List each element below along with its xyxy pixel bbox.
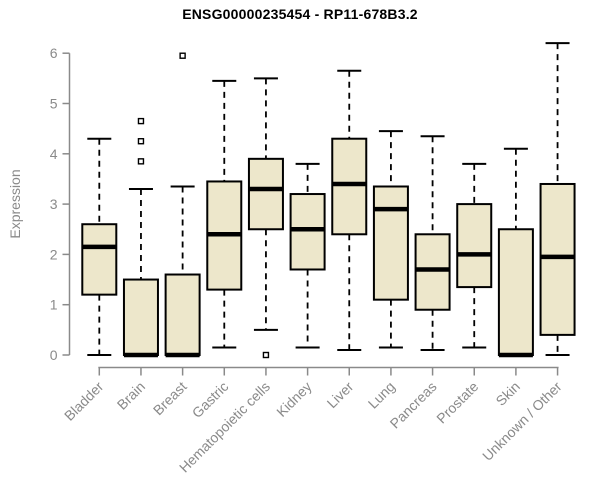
iqr-box (456, 203, 493, 289)
box-prostate (456, 162, 493, 349)
iqr-box (539, 182, 576, 336)
x-tick-label: Liver (324, 378, 357, 411)
outlier-point (137, 138, 145, 145)
iqr-box (331, 137, 368, 236)
y-axis: 0 1 2 3 4 5 6 (50, 45, 71, 363)
y-tick-label: 1 (50, 297, 58, 313)
x-tick-label: Prostate (433, 378, 481, 426)
outlier-point (137, 117, 145, 125)
iqr-box (247, 157, 284, 231)
box-brain (122, 117, 159, 358)
iqr-box (289, 193, 326, 271)
y-tick-label: 4 (50, 146, 58, 162)
x-tick-label: Bladder (61, 378, 107, 424)
box-unknown-other (539, 42, 576, 356)
box-hematopoietic-cells (247, 77, 284, 359)
y-tick-label: 0 (50, 347, 58, 363)
box-gastric (206, 79, 243, 349)
box-breast (164, 52, 201, 358)
iqr-box (414, 233, 451, 311)
box-pancreas (414, 135, 451, 351)
iqr-box (122, 278, 159, 356)
y-tick-label: 2 (50, 246, 58, 262)
x-tick-label: Skin (492, 378, 523, 409)
iqr-box (497, 228, 534, 356)
box-kidney (289, 162, 326, 349)
box-liver (331, 69, 368, 351)
box-skin (497, 147, 534, 358)
outlier-point (262, 351, 270, 359)
x-tick-label: Kidney (273, 378, 315, 420)
x-tick-label: Unknown / Other (479, 378, 565, 464)
iqr-box (81, 223, 118, 296)
y-tick-label: 3 (50, 196, 58, 212)
outlier-point (179, 52, 186, 59)
x-tick-label: Breast (150, 378, 190, 418)
x-tick-label: Brain (114, 378, 148, 412)
outlier-point (137, 158, 145, 165)
box-lung (372, 130, 409, 349)
box-bladder (81, 137, 118, 356)
y-tick-label: 6 (50, 45, 58, 61)
x-tick-label: Lung (365, 378, 398, 411)
iqr-box (372, 185, 409, 301)
chart-title: ENSG00000235454 - RP11-678B3.2 (182, 6, 418, 22)
iqr-box (164, 273, 201, 356)
y-tick-label: 5 (50, 96, 58, 112)
